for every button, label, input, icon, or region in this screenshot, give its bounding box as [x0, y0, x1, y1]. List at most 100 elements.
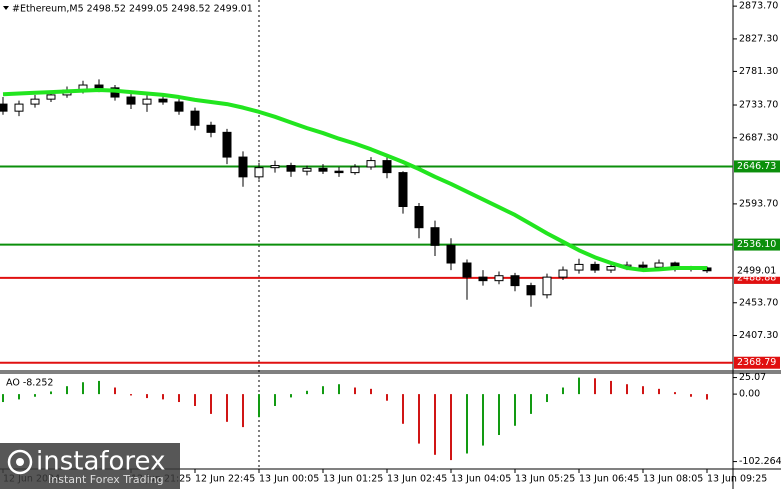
ao-bar — [578, 377, 580, 395]
candle-body — [350, 166, 360, 174]
candle-body — [398, 172, 408, 208]
candle-body — [414, 206, 424, 229]
ao-bar — [146, 394, 148, 399]
x-tick-label: 13 Jun 05:25 — [515, 474, 575, 485]
ao-bar — [258, 394, 260, 418]
x-tick-label: 13 Jun 00:05 — [259, 474, 319, 485]
chart-title: #Ethereum,M5 2498.52 2499.05 2498.52 249… — [12, 4, 253, 15]
candle-body — [286, 165, 296, 172]
candle-body — [206, 124, 216, 133]
y-tick-label: 2687.30 — [739, 132, 778, 143]
candle-body — [430, 227, 440, 246]
candle-body — [638, 264, 648, 268]
candle-body — [590, 263, 600, 271]
y-tick-label: 0.00 — [739, 389, 760, 400]
x-tick-label: 13 Jun 09:25 — [707, 474, 767, 485]
candle-body — [142, 98, 152, 105]
ao-bar — [18, 394, 20, 400]
candle-body — [302, 167, 312, 172]
y-tick-label: 2827.30 — [739, 33, 778, 44]
ao-bar — [210, 394, 212, 414]
ao-bar — [466, 394, 468, 454]
logo: instaforex Instant Forex Trading — [0, 443, 180, 489]
ao-bar — [402, 394, 404, 424]
level-label: 2368.79 — [737, 357, 776, 368]
ao-bar — [674, 392, 676, 395]
y-tick-label: 2733.70 — [739, 100, 778, 111]
ao-bar — [690, 394, 692, 397]
level-label: 2646.73 — [737, 161, 776, 172]
x-tick-label: 12 Jun 22:45 — [195, 474, 255, 485]
ao-bar — [706, 394, 708, 400]
candle-body — [494, 275, 504, 282]
candle-body — [526, 285, 536, 296]
ao-bar — [290, 394, 292, 398]
candle-body — [446, 244, 456, 264]
ao-bar — [610, 380, 612, 395]
candle-body — [606, 266, 616, 271]
candle-body — [366, 160, 376, 168]
candle-body — [558, 269, 568, 278]
x-tick-label: 13 Jun 01:25 — [323, 474, 383, 485]
candle-body — [174, 101, 184, 112]
y-tick-label: 25.07 — [739, 372, 766, 383]
level-label: 2536.10 — [737, 239, 776, 250]
ao-bar — [514, 394, 516, 426]
ao-bar — [562, 387, 564, 395]
logo-name: instaforex — [36, 447, 165, 477]
ao-bar — [34, 394, 36, 397]
logo-icon — [7, 449, 33, 475]
ao-bar — [306, 390, 308, 395]
ao-bar — [50, 391, 52, 395]
ao-bar — [274, 394, 276, 406]
current-price: 2499.01 — [737, 265, 776, 276]
ao-bar — [546, 394, 548, 403]
ao-bar — [626, 384, 628, 395]
level-tag — [734, 356, 780, 369]
y-tick-label: -102.264 — [739, 456, 781, 467]
ao-bar — [642, 386, 644, 395]
ao-bar — [658, 388, 660, 395]
candle-body — [14, 103, 24, 112]
candle-body — [158, 98, 168, 103]
candle-body — [190, 110, 200, 126]
ao-title: AO -8.252 — [6, 378, 53, 389]
ao-bar — [178, 394, 180, 403]
moving-average — [2, 87, 707, 273]
ao-bar — [482, 394, 484, 446]
candle-body — [254, 167, 264, 178]
y-tick-label: 2781.30 — [739, 66, 778, 77]
logo-icon — [16, 458, 24, 466]
ao-bar — [114, 387, 116, 395]
ao-bar — [354, 387, 356, 395]
x-tick-label: 13 Jun 08:05 — [643, 474, 703, 485]
logo-tagline: Instant Forex Trading — [48, 473, 164, 486]
candle-body — [654, 262, 664, 268]
candle-body — [94, 84, 104, 89]
candle-body — [510, 275, 520, 287]
y-tick-label: 2453.70 — [739, 297, 778, 308]
candle-body — [478, 276, 488, 282]
ao-bar — [322, 386, 324, 395]
ao-bar — [370, 388, 372, 395]
level-label: 2488.88 — [737, 272, 776, 283]
ao-bar — [338, 384, 340, 395]
candle-body — [30, 98, 40, 105]
candle-body — [334, 170, 344, 174]
ao-bar — [242, 394, 244, 428]
ao-bar — [226, 394, 228, 422]
y-tick-label: 2873.70 — [739, 1, 778, 12]
x-tick-label: 13 Jun 02:45 — [387, 474, 447, 485]
ao-bar — [434, 394, 436, 455]
x-tick-label: 13 Jun 04:05 — [451, 474, 511, 485]
ao-bar — [450, 394, 452, 461]
ao-bar — [498, 394, 500, 436]
ao-bar — [130, 394, 132, 396]
candle-body — [238, 156, 248, 178]
candle-body — [46, 94, 56, 100]
ao-bar — [386, 394, 388, 401]
ao-bar — [530, 394, 532, 414]
